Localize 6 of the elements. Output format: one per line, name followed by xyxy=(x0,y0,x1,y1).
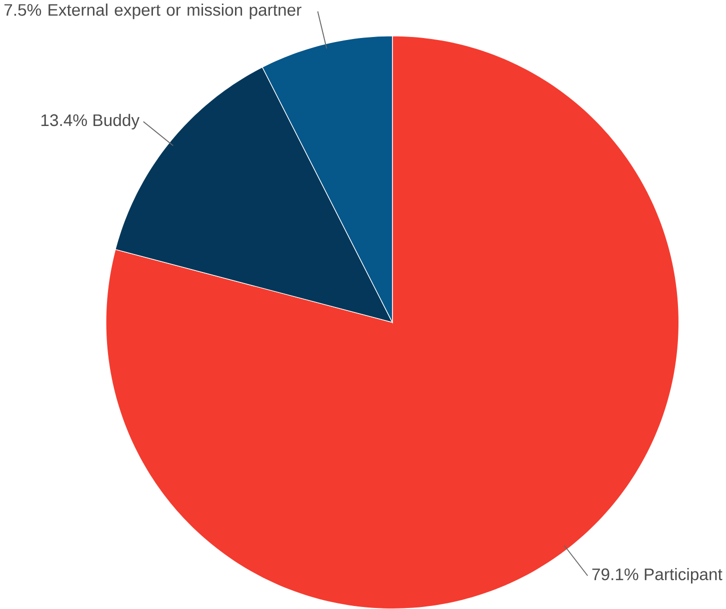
data-label: 7.5% xyxy=(4,4,42,16)
slice-label: External expert or mission partner xyxy=(48,3,302,20)
slice-label: Participant xyxy=(644,568,722,584)
data-label: 13.4% xyxy=(41,114,87,126)
slice-label: Buddy xyxy=(94,114,140,130)
data-label: 79.1% xyxy=(592,568,638,580)
